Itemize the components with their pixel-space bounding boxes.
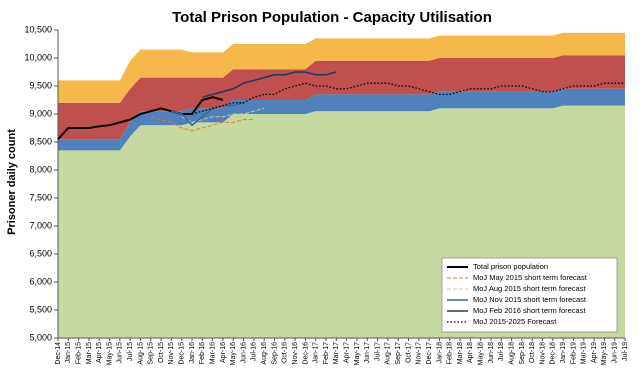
x-tick-label: Apr-15 — [96, 342, 103, 363]
y-tick-label: 8,000 — [29, 164, 52, 174]
capacity-area — [58, 55, 625, 140]
x-tick-label: Apr-19 — [591, 342, 598, 363]
legend-label: Total prison population — [473, 262, 548, 271]
x-tick-label: Jan-15 — [65, 342, 72, 364]
legend-label: MoJ Feb 2016 short term forecast — [473, 306, 586, 315]
x-tick-label: Apr-18 — [467, 342, 474, 363]
x-tick-label: Nov-17 — [416, 342, 423, 365]
x-tick-label: Sep-18 — [519, 342, 526, 365]
x-tick-label: Jun-19 — [612, 342, 619, 364]
capacity-area — [58, 32, 625, 103]
y-tick-label: 6,500 — [29, 248, 52, 258]
x-tick-label: Apr-17 — [343, 342, 350, 363]
x-tick-label: Feb-17 — [323, 342, 330, 364]
legend-label: MoJ Aug 2015 short term forecast — [473, 284, 586, 293]
x-tick-label: May-19 — [601, 342, 608, 365]
y-tick-label: 6,000 — [29, 276, 52, 286]
y-tick-label: 5,000 — [29, 332, 52, 342]
x-tick-label: Jul-18 — [498, 342, 505, 361]
x-tick-label: Mar-15 — [86, 342, 93, 364]
series-line — [171, 102, 244, 127]
x-tick-label: Jun-17 — [364, 342, 371, 364]
legend-label: MoJ 2015-2025 Forecast — [473, 317, 557, 326]
x-tick-label: May-18 — [478, 342, 485, 365]
x-tick-label: Oct-16 — [282, 342, 289, 363]
y-tick-label: 10,500 — [24, 24, 52, 34]
x-tick-label: Jul-16 — [251, 342, 258, 361]
x-tick-label: Jun-15 — [117, 342, 124, 364]
y-tick-label: 8,500 — [29, 136, 52, 146]
x-tick-label: Nov-18 — [539, 342, 546, 365]
x-tick-label: Oct-15 — [158, 342, 165, 363]
x-tick-label: May-16 — [230, 342, 237, 365]
legend-label: MoJ May 2015 short term forecast — [473, 273, 588, 282]
x-tick-label: Aug-16 — [261, 342, 268, 365]
x-tick-label: Mar-17 — [333, 342, 340, 364]
series-line — [191, 82, 625, 115]
series-line — [57, 96, 224, 140]
x-tick-label: Jul-15 — [127, 342, 134, 361]
x-tick-label: Apr-16 — [220, 342, 227, 363]
x-tick-label: Mar-18 — [457, 342, 464, 364]
capacity-area — [58, 88, 625, 151]
x-tick-label: Sep-17 — [395, 342, 402, 365]
x-tick-label: Jun-18 — [488, 342, 495, 364]
legend-box — [441, 257, 618, 333]
x-tick-label: Aug-15 — [137, 342, 144, 365]
x-tick-label: Sep-15 — [148, 342, 155, 365]
x-tick-label: Nov-16 — [292, 342, 299, 365]
x-tick-label: Jun-16 — [240, 342, 247, 364]
x-tick-label: Mar-16 — [209, 342, 216, 364]
x-tick-label: Dec-15 — [179, 342, 186, 365]
y-tick-label: 5,500 — [29, 304, 52, 314]
y-axis-label: Prisoner daily count — [6, 129, 18, 235]
x-tick-label: Aug-18 — [508, 342, 515, 365]
x-tick-label: Jan-19 — [560, 342, 567, 364]
y-tick-label: 7,500 — [29, 192, 52, 202]
chart-title: Total Prison Population - Capacity Utili… — [172, 9, 492, 26]
x-tick-label: Oct-18 — [529, 342, 536, 363]
x-tick-label: Jul-19 — [622, 342, 629, 361]
x-tick-label: Mar-19 — [581, 342, 588, 364]
series-line — [202, 71, 337, 98]
x-tick-label: Dec-16 — [302, 342, 309, 365]
x-tick-label: May-15 — [106, 342, 113, 365]
x-tick-label: Aug-17 — [385, 342, 392, 365]
x-tick-label: Oct-17 — [405, 342, 412, 363]
x-tick-label: Jan-17 — [313, 342, 320, 364]
series-line — [150, 116, 254, 132]
x-tick-label: Sep-16 — [271, 342, 278, 365]
y-tick-label: 7,000 — [29, 220, 52, 230]
legend-label: MoJ Nov 2015 short term forecast — [473, 295, 587, 304]
x-tick-label: Feb-16 — [199, 342, 206, 364]
x-tick-label: May-17 — [354, 342, 361, 365]
x-tick-label: Nov-15 — [168, 342, 175, 365]
x-tick-label: Feb-15 — [75, 342, 82, 364]
x-tick-label: Jan-16 — [189, 342, 196, 364]
x-tick-label: Dec-18 — [550, 342, 557, 365]
x-tick-label: Feb-18 — [447, 342, 454, 364]
x-tick-label: Jul-17 — [374, 342, 381, 361]
x-tick-label: Feb-19 — [570, 342, 577, 364]
y-tick-label: 10,000 — [24, 52, 52, 62]
y-tick-label: 9,000 — [29, 108, 52, 118]
x-tick-label: Dec-14 — [55, 342, 62, 365]
x-tick-label: Dec-17 — [426, 342, 433, 365]
x-tick-label: Jan-18 — [436, 342, 443, 364]
y-tick-label: 9,500 — [29, 80, 52, 90]
